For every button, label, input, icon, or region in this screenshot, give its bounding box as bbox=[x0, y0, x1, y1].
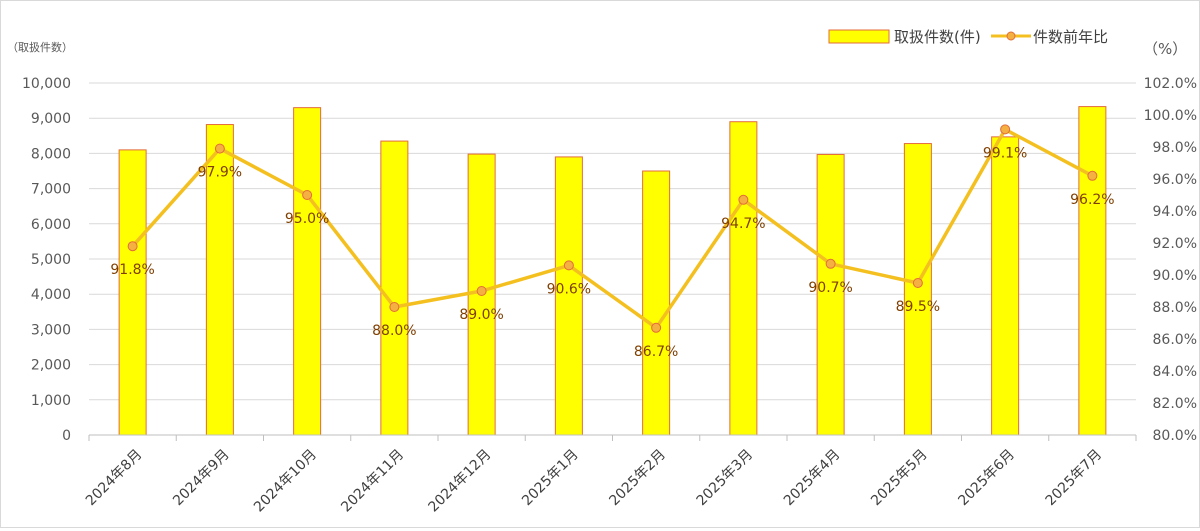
x-tick-label: 2024年12月 bbox=[426, 447, 495, 516]
data-label: 95.0% bbox=[285, 211, 329, 227]
y-left-tick-label: 9,000 bbox=[31, 111, 71, 127]
x-tick-label: 2025年4月 bbox=[781, 447, 844, 510]
x-tick-label: 2025年3月 bbox=[694, 447, 757, 510]
y-right-tick-label: 98.0% bbox=[1153, 140, 1197, 156]
x-tick-label: 2025年1月 bbox=[519, 447, 582, 510]
bar-series bbox=[118, 106, 1107, 436]
y-left-tick-label: 1,000 bbox=[31, 393, 71, 409]
y-right-unit-label: （%） bbox=[1143, 40, 1187, 58]
data-label: 90.6% bbox=[547, 281, 591, 297]
line-point bbox=[127, 241, 138, 252]
data-label: 89.5% bbox=[896, 299, 940, 315]
line-path bbox=[131, 127, 1094, 330]
data-label: 99.1% bbox=[983, 145, 1027, 161]
data-label: 96.2% bbox=[1070, 192, 1114, 208]
legend: 取扱件数(件) 件数前年比 bbox=[828, 28, 1108, 46]
bar bbox=[991, 136, 1020, 436]
x-tick-label: 2025年5月 bbox=[868, 447, 931, 510]
y-right-tick-label: 86.0% bbox=[1153, 332, 1197, 348]
y-right-tick-label: 102.0% bbox=[1144, 76, 1197, 92]
data-label: 94.7% bbox=[721, 216, 765, 232]
legend-line-marker bbox=[1006, 31, 1016, 41]
y-left-tick-label: 7,000 bbox=[31, 182, 71, 198]
bar bbox=[205, 124, 234, 436]
line-point bbox=[651, 322, 662, 333]
gridlines bbox=[89, 82, 1136, 436]
y-left-tick-label: 0 bbox=[62, 428, 71, 444]
y-right-tick-label: 88.0% bbox=[1153, 300, 1197, 316]
y-left-tick-label: 2,000 bbox=[31, 358, 71, 374]
y-right-tick-label: 96.0% bbox=[1153, 172, 1197, 188]
x-tick-label: 2024年10月 bbox=[251, 447, 320, 516]
y-left-tick-label: 8,000 bbox=[31, 146, 71, 162]
line-point bbox=[214, 143, 225, 154]
y-right-tick-label: 92.0% bbox=[1153, 236, 1197, 252]
x-axis: 2024年8月 2024年9月 2024年10月 2024年11月 2024年12月 20… bbox=[83, 434, 1137, 516]
bar bbox=[1078, 106, 1107, 436]
y-left-unit-label: （取扱件数） bbox=[7, 40, 73, 54]
data-label: 86.7% bbox=[634, 344, 678, 360]
line-series bbox=[127, 124, 1098, 333]
y-left-tick-label: 6,000 bbox=[31, 217, 71, 233]
line-point bbox=[563, 260, 574, 271]
line-point bbox=[1087, 170, 1098, 181]
y-right-tick-label: 94.0% bbox=[1153, 204, 1197, 220]
line-point bbox=[912, 278, 923, 288]
y-axis-left: 0 1,000 2,000 3,000 4,000 5,000 6,000 7,000 8,00… bbox=[22, 76, 71, 444]
y-right-tick-label: 84.0% bbox=[1153, 364, 1197, 380]
legend-line-label: 件数前年比 bbox=[1033, 28, 1108, 46]
data-label: 89.0% bbox=[459, 307, 503, 323]
line-point bbox=[302, 190, 313, 200]
x-tick-label: 2025年2月 bbox=[606, 447, 669, 510]
data-label: 97.9% bbox=[198, 165, 242, 181]
y-right-tick-label: 80.0% bbox=[1153, 428, 1197, 444]
data-label: 90.7% bbox=[808, 280, 852, 296]
bar bbox=[554, 156, 583, 436]
data-label: 88.0% bbox=[372, 323, 416, 339]
legend-bar-label: 取扱件数(件) bbox=[894, 28, 981, 46]
x-tick-label: 2024年11月 bbox=[338, 447, 407, 516]
line-point bbox=[1000, 124, 1011, 135]
bar bbox=[380, 140, 409, 436]
bar bbox=[903, 143, 932, 436]
y-right-tick-label: 100.0% bbox=[1144, 108, 1197, 124]
bar bbox=[118, 149, 147, 436]
x-tick-label: 2024年8月 bbox=[83, 447, 146, 510]
bar bbox=[816, 153, 845, 436]
x-tick-label: 2025年6月 bbox=[955, 447, 1018, 510]
data-labels: 91.8% 97.9% 95.0% 88.0% 89.0% 90.6% 86.7% 94.7%… bbox=[110, 145, 1114, 359]
y-left-tick-label: 5,000 bbox=[31, 252, 71, 268]
data-label: 91.8% bbox=[110, 262, 154, 278]
bar bbox=[293, 107, 322, 436]
x-tick-label: 2025年7月 bbox=[1043, 447, 1106, 510]
line-point bbox=[825, 258, 836, 269]
y-left-tick-label: 10,000 bbox=[22, 76, 71, 92]
y-axis-right: 80.0% 82.0% 84.0% 86.0% 88.0% 90.0% 92.0% 94.0%… bbox=[1144, 76, 1197, 444]
y-right-tick-label: 82.0% bbox=[1153, 396, 1197, 412]
y-left-tick-label: 3,000 bbox=[31, 322, 71, 338]
x-tick-label: 2024年9月 bbox=[170, 447, 233, 510]
y-right-tick-label: 90.0% bbox=[1153, 268, 1197, 284]
line-point bbox=[476, 286, 487, 296]
line-point bbox=[389, 302, 400, 312]
bar bbox=[642, 170, 671, 436]
bar bbox=[729, 121, 758, 436]
legend-bar-swatch bbox=[828, 29, 890, 44]
line-point bbox=[738, 194, 749, 205]
y-left-tick-label: 4,000 bbox=[31, 287, 71, 303]
